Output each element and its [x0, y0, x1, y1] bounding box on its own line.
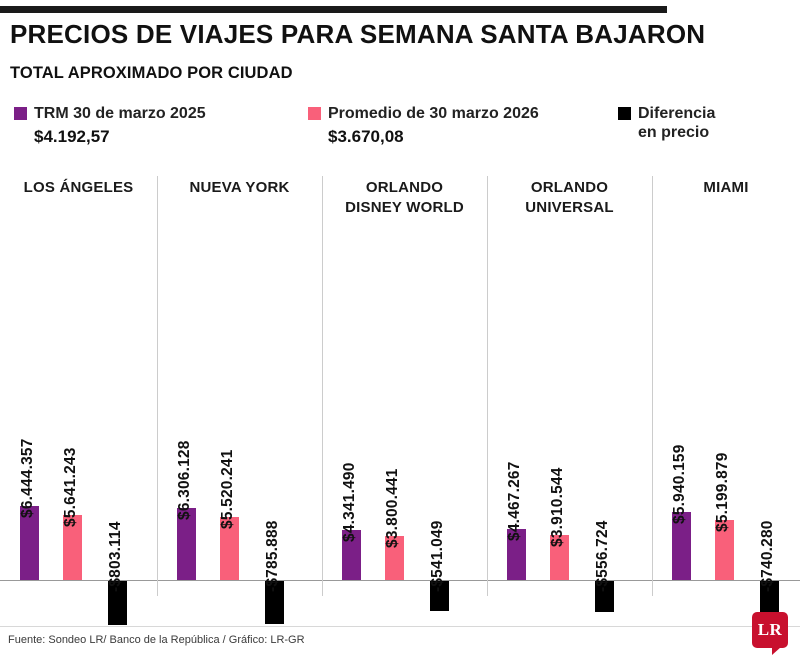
legend-swatch-icon [618, 107, 631, 120]
bar-value-label: -$541.049 [429, 520, 446, 592]
legend-row: Promedio de 30 marzo 2026 [308, 104, 539, 123]
bar-0-4 [672, 511, 691, 580]
bar-value-label: -$740.280 [759, 520, 776, 592]
legend-row: Diferencia en precio [618, 104, 715, 142]
bar-0-0 [20, 506, 39, 580]
bar-1-2 [385, 536, 404, 580]
bar-0-1 [177, 507, 196, 580]
bar-2-1 [265, 581, 284, 625]
page-subtitle: TOTAL APROXIMADO POR CIUDAD [10, 64, 293, 82]
bar-value-label: $5.199.879 [714, 452, 731, 533]
legend-value: $4.192,57 [34, 127, 110, 146]
bar-2-2 [430, 581, 449, 611]
page-title: PRECIOS DE VIAJES PARA SEMANA SANTA BAJA… [10, 19, 706, 49]
legend-item-1: Promedio de 30 marzo 2026 $3.670,08 [308, 104, 539, 147]
chart-plot-area: LOS ÁNGELES $6.444.357 $5.641.243 -$803.114… [0, 172, 800, 625]
bar-2-3 [595, 581, 614, 612]
chart-group-1: NUEVA YORK $6.306.128 $5.520.241 -$785.888 [157, 172, 322, 625]
group-divider [652, 176, 653, 596]
legend-swatch-icon [308, 107, 321, 120]
bar-1-0 [63, 515, 82, 580]
footer-rule [0, 626, 800, 627]
bar-0-3 [507, 528, 526, 580]
legend: TRM 30 de marzo 2025 $4.192,57 Promedio de… [10, 104, 790, 166]
chart-group-4: MIAMI $5.940.159 $5.199.879 -$740.280 [652, 172, 800, 622]
group-divider [322, 176, 323, 596]
bar-value-label: $5.641.243 [62, 447, 79, 528]
lr-logo: LR [752, 612, 788, 655]
bar-value-label: $5.940.159 [671, 444, 688, 524]
bar-value-label: $6.306.128 [176, 440, 193, 520]
bar-value-label: -$556.724 [594, 520, 611, 592]
bar-1-1 [220, 516, 239, 580]
zero-baseline [0, 580, 800, 581]
bar-1-4 [715, 520, 734, 580]
bar-value-label: $5.520.241 [219, 449, 236, 529]
top-rule [0, 6, 667, 13]
category-label: ORLANDO DISNEY WORLD [345, 179, 464, 216]
legend-label: TRM 30 de marzo 2025 [34, 105, 206, 122]
group-divider [487, 176, 488, 596]
chart-group-2: ORLANDO DISNEY WORLD $4.341.490 $3.800.441… [322, 172, 487, 620]
chart-group-0: LOS ÁNGELES $6.444.357 $5.641.243 -$803.114 [0, 172, 157, 625]
legend-label: Promedio de 30 marzo 2026 [328, 105, 539, 122]
bar-value-label: $3.800.441 [384, 468, 401, 549]
category-label: NUEVA YORK [189, 179, 290, 196]
bar-0-2 [342, 530, 361, 580]
bar-1-3 [550, 535, 569, 580]
chart-group-3: ORLANDO UNIVERSAL $4.467.267 $3.910.544 -$5… [487, 172, 652, 620]
bar-2-4 [760, 581, 779, 622]
category-label: LOS ÁNGELES [23, 179, 134, 196]
category-label: ORLANDO UNIVERSAL [525, 179, 614, 216]
legend-row: TRM 30 de marzo 2025 [14, 104, 206, 123]
legend-swatch-icon [14, 107, 27, 120]
bar-value-label: -$803.114 [107, 521, 124, 592]
category-label: MIAMI [703, 179, 749, 196]
bar-value-label: -$785.888 [264, 520, 281, 592]
bar-value-label: $3.910.544 [549, 467, 566, 548]
bar-2-0 [108, 581, 127, 625]
legend-item-0: TRM 30 de marzo 2025 $4.192,57 [14, 104, 206, 147]
bar-value-label: $4.467.267 [506, 461, 523, 541]
source-note: Fuente: Sondeo LR/ Banco de la República… [8, 634, 305, 646]
group-divider [157, 176, 158, 596]
bar-value-label: $4.341.490 [341, 462, 358, 543]
legend-item-2: Diferencia en precio [618, 104, 715, 142]
legend-value: $3.670,08 [328, 127, 404, 146]
bar-value-label: $6.444.357 [19, 438, 36, 518]
legend-label: Diferencia en precio [638, 105, 716, 141]
